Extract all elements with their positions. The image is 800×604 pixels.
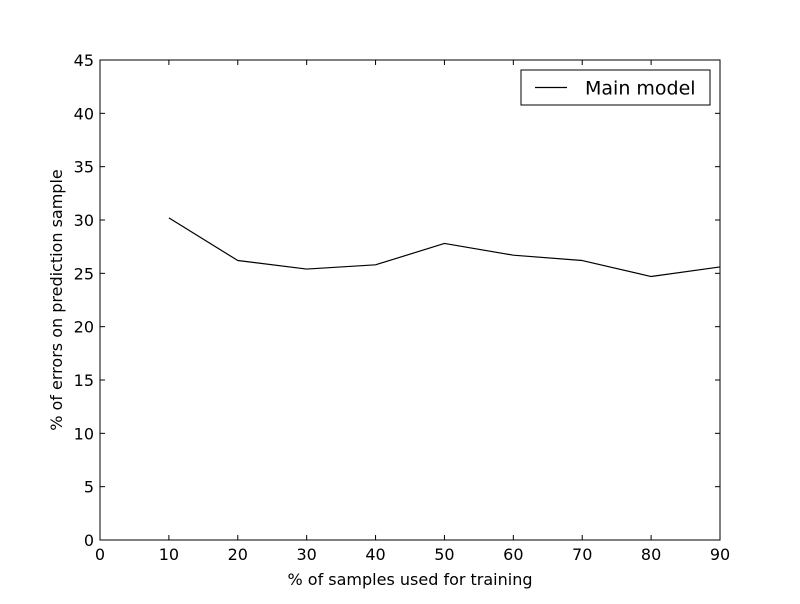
x-tick-label: 90 — [710, 545, 730, 564]
y-tick-label: 30 — [74, 211, 94, 230]
y-tick-label: 10 — [74, 424, 94, 443]
y-axis-label: % of errors on prediction sample — [47, 169, 66, 431]
x-tick-label: 30 — [296, 545, 316, 564]
series-line-main-model — [168, 217, 721, 278]
y-tick-label: 45 — [74, 51, 94, 70]
x-tick-label: 0 — [95, 545, 105, 564]
x-tick-label: 80 — [641, 545, 661, 564]
y-tick-label: 5 — [84, 478, 94, 497]
y-tick-label: 25 — [74, 264, 94, 283]
series-layer — [168, 217, 721, 278]
y-tick-label: 40 — [74, 104, 94, 123]
x-tick-label: 70 — [572, 545, 592, 564]
y-tick-label: 20 — [74, 318, 94, 337]
legend-label: Main model — [585, 78, 696, 100]
x-tick-label: 20 — [228, 545, 248, 564]
x-tick-label: 60 — [503, 545, 523, 564]
y-tick-label: 35 — [74, 158, 94, 177]
x-tick-label: 40 — [365, 545, 385, 564]
y-tick-label: 0 — [84, 531, 94, 550]
ticks-layer: 0 10 20 30 40 50 60 70 80 90 0 5 10 15 20 25 30 35 40 45 — [74, 51, 731, 564]
legend: Main model — [520, 69, 711, 106]
x-axis-label: % of samples used for training — [287, 570, 532, 589]
plot-frame — [99, 59, 721, 541]
y-tick-label: 15 — [74, 371, 94, 390]
x-tick-label: 10 — [159, 545, 179, 564]
x-tick-label: 50 — [434, 545, 454, 564]
